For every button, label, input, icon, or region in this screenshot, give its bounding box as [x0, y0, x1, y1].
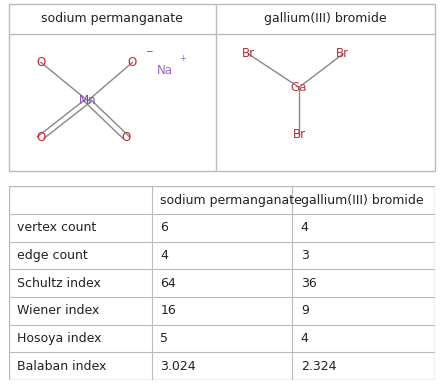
Text: gallium(III) bromide: gallium(III) bromide: [301, 194, 424, 207]
Text: 3: 3: [301, 249, 309, 262]
Text: 6: 6: [160, 221, 168, 234]
Text: sodium permanganate: sodium permanganate: [160, 194, 302, 207]
Text: Balaban index: Balaban index: [17, 360, 107, 373]
Text: O: O: [122, 131, 131, 144]
Text: 2.324: 2.324: [301, 360, 337, 373]
Text: O: O: [128, 56, 137, 69]
Text: Na: Na: [156, 64, 172, 77]
Text: 4: 4: [301, 221, 309, 234]
Text: Wiener index: Wiener index: [17, 305, 100, 318]
Text: Ga: Ga: [291, 81, 307, 94]
Text: Mn: Mn: [79, 94, 96, 107]
Text: 4: 4: [301, 332, 309, 345]
Text: 4: 4: [160, 249, 168, 262]
Text: gallium(III) bromide: gallium(III) bromide: [264, 12, 387, 25]
Text: Br: Br: [293, 127, 305, 141]
Text: 9: 9: [301, 305, 309, 318]
Text: edge count: edge count: [17, 249, 88, 262]
Text: 64: 64: [160, 277, 176, 290]
Text: 5: 5: [160, 332, 168, 345]
Text: 16: 16: [160, 305, 176, 318]
Text: Hosoya index: Hosoya index: [17, 332, 102, 345]
Text: O: O: [36, 131, 45, 144]
Text: Br: Br: [337, 48, 349, 60]
Text: O: O: [36, 56, 45, 69]
Text: sodium permanganate: sodium permanganate: [41, 12, 183, 25]
Text: Schultz index: Schultz index: [17, 277, 101, 290]
Text: 36: 36: [301, 277, 317, 290]
Text: +: +: [179, 55, 186, 63]
Text: −: −: [145, 46, 152, 55]
Text: 3.024: 3.024: [160, 360, 196, 373]
Text: vertex count: vertex count: [17, 221, 97, 234]
Text: Br: Br: [242, 48, 255, 60]
